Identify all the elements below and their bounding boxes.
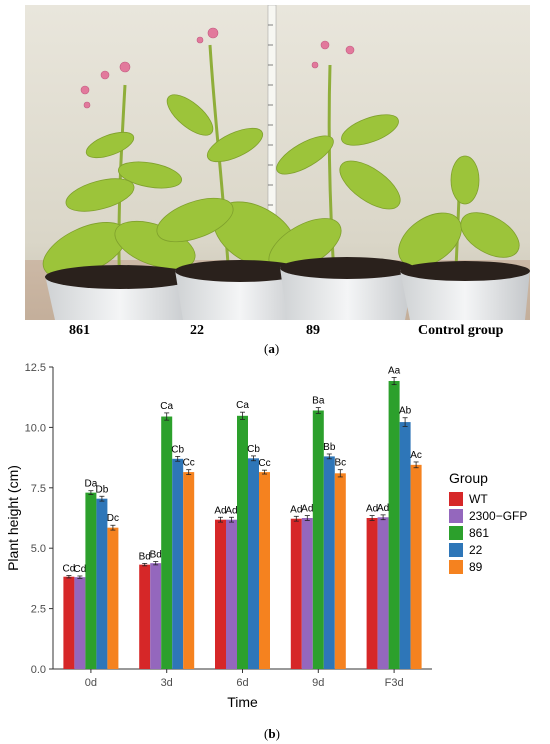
- bar-label: Ab: [399, 406, 412, 417]
- bar: [96, 498, 108, 669]
- bar: [312, 410, 324, 669]
- bar: [366, 518, 378, 669]
- bar: [74, 577, 86, 669]
- y-axis-title: Plant height (cm): [5, 465, 21, 571]
- bar: [183, 472, 195, 669]
- bar-label: Ad: [214, 505, 226, 516]
- legend-swatch: [449, 526, 463, 540]
- plant-label-control: Control group: [418, 323, 504, 338]
- caption-a: (a): [264, 341, 280, 356]
- bar-label: Ad: [377, 503, 389, 514]
- bar: [399, 422, 411, 669]
- bar-label: Cb: [247, 444, 260, 455]
- bar-label: Dc: [107, 513, 119, 524]
- bar-label: Cd: [74, 564, 87, 575]
- plant-label-89: 89: [306, 323, 320, 338]
- x-tick-label: 3d: [161, 677, 173, 689]
- bar: [388, 381, 400, 669]
- bar: [172, 458, 184, 669]
- bar-label: Ad: [366, 504, 378, 515]
- bar-label: Da: [85, 479, 98, 490]
- x-tick-label: 0d: [85, 677, 97, 689]
- bar: [323, 456, 335, 669]
- legend-swatch: [449, 543, 463, 557]
- legend-entry: WT: [469, 492, 488, 506]
- bar: [226, 519, 237, 669]
- legend-swatch: [449, 509, 463, 523]
- bar-label: Cc: [258, 458, 270, 469]
- x-tick-label: 9d: [312, 677, 324, 689]
- bar-label: Ba: [312, 396, 325, 407]
- bar-label: Cc: [183, 458, 195, 469]
- bar-label: Ac: [410, 450, 422, 461]
- bar-label: Ad: [290, 504, 302, 515]
- bar: [85, 492, 97, 669]
- bar: [237, 415, 248, 669]
- legend-entry: 861: [469, 526, 489, 540]
- y-tick-label: 12.5: [25, 362, 46, 374]
- y-tick-label: 0.0: [31, 664, 46, 676]
- bar: [334, 473, 346, 669]
- bar: [107, 527, 119, 669]
- bar-label: Cd: [63, 564, 76, 575]
- bar-label: Bc: [334, 458, 346, 469]
- bar-label: Bb: [323, 442, 336, 453]
- y-tick-label: 2.5: [31, 604, 46, 616]
- bar-label: Ca: [160, 401, 173, 412]
- bar: [248, 458, 259, 669]
- bar: [377, 517, 389, 669]
- legend-entry: 89: [469, 560, 483, 574]
- legend-entry: 22: [469, 543, 483, 557]
- bar: [150, 563, 162, 669]
- bar: [215, 519, 226, 669]
- legend-title: Group: [449, 470, 488, 486]
- x-tick-label: 6d: [236, 677, 248, 689]
- bar-label: Ad: [225, 505, 237, 516]
- bar: [301, 518, 313, 669]
- bar-label: Aa: [388, 365, 401, 376]
- plant-label-861: 861: [69, 323, 90, 338]
- y-tick-label: 10.0: [25, 422, 46, 434]
- x-axis-title: Time: [227, 694, 258, 710]
- bar-label: Bd: [139, 551, 151, 562]
- legend-entry: 2300−GFP: [469, 509, 527, 523]
- bar: [290, 518, 302, 669]
- y-tick-label: 5.0: [31, 543, 46, 555]
- bar: [410, 464, 422, 669]
- bar-label: Ad: [301, 504, 313, 515]
- bar-label: Bd: [150, 549, 162, 560]
- y-tick-label: 7.5: [31, 483, 46, 495]
- caption-b: (b): [264, 726, 280, 741]
- bar-label: Db: [96, 484, 109, 495]
- bar-label: Ca: [236, 400, 249, 411]
- legend-swatch: [449, 560, 463, 574]
- bar: [63, 576, 75, 669]
- plants-photo: [25, 5, 530, 320]
- bar: [139, 564, 151, 669]
- plant-label-22: 22: [190, 323, 204, 338]
- bar: [259, 472, 270, 669]
- bar-label: Cb: [171, 444, 184, 455]
- bar: [161, 416, 173, 669]
- x-tick-label: F3d: [385, 677, 404, 689]
- legend-swatch: [449, 492, 463, 506]
